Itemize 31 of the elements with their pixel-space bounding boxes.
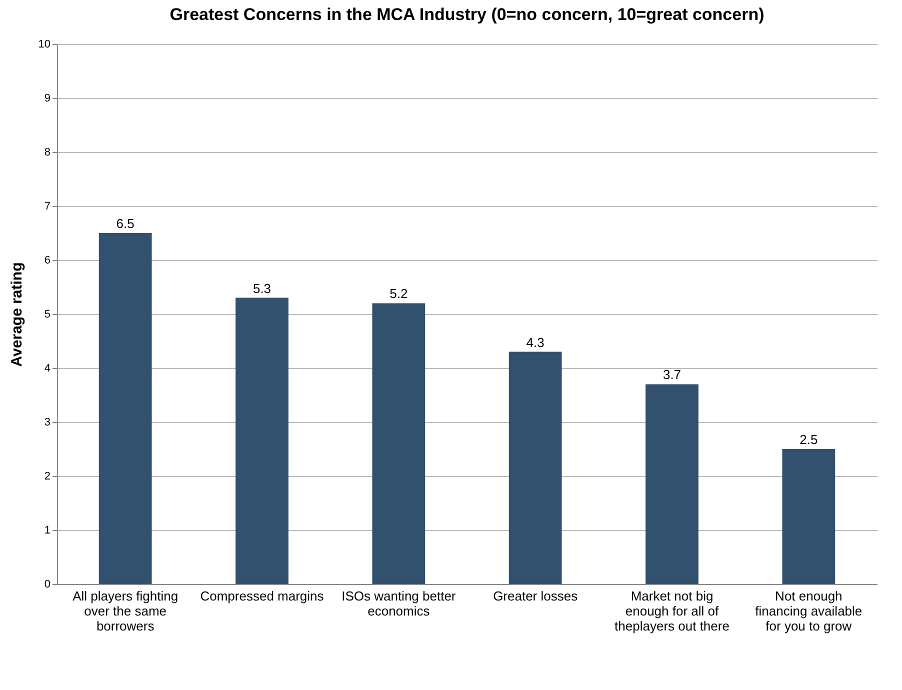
- y-tick-label: 0: [44, 578, 50, 590]
- y-tick-label: 5: [44, 308, 50, 320]
- y-tick-label: 8: [44, 146, 50, 158]
- x-tick-label: Not enough financing available for you to grow: [755, 588, 862, 634]
- y-axis-title: Average rating: [8, 262, 26, 367]
- y-tick-label: 6: [44, 254, 50, 266]
- bar: [98, 233, 152, 584]
- bar: [782, 449, 836, 584]
- data-label: 5.3: [252, 280, 272, 296]
- bar: [372, 303, 426, 584]
- y-tick-label: 10: [38, 38, 50, 50]
- data-label: 6.5: [116, 216, 134, 231]
- data-label: 4.3: [526, 334, 544, 350]
- data-label: 2.5: [800, 432, 818, 447]
- data-label: 3.7: [662, 367, 682, 382]
- y-tick-label: 9: [44, 92, 50, 104]
- y-tick-label: 2: [44, 470, 50, 482]
- x-tick-label: ISOs wanting better economics: [342, 588, 456, 618]
- x-tick-label: Market not big enough for all of theplayers out there: [614, 588, 730, 634]
- x-tick-label: All players fighting over the same borrowers: [72, 588, 178, 634]
- bar: [508, 352, 562, 584]
- chart-title: Greatest Concerns in the MCA Industry (0=no concern, 10=great concern): [170, 5, 764, 24]
- y-tick-label: 7: [44, 200, 50, 212]
- y-tick-label: 3: [44, 416, 50, 428]
- y-tick-label: 1: [44, 524, 50, 536]
- y-tick-label: 4: [44, 362, 50, 374]
- data-label: 5.2: [390, 286, 408, 302]
- x-tick-label: Compressed margins: [200, 588, 324, 604]
- bar: [646, 384, 698, 584]
- x-tick-label: Greater losses: [493, 588, 578, 604]
- bar: [236, 298, 288, 584]
